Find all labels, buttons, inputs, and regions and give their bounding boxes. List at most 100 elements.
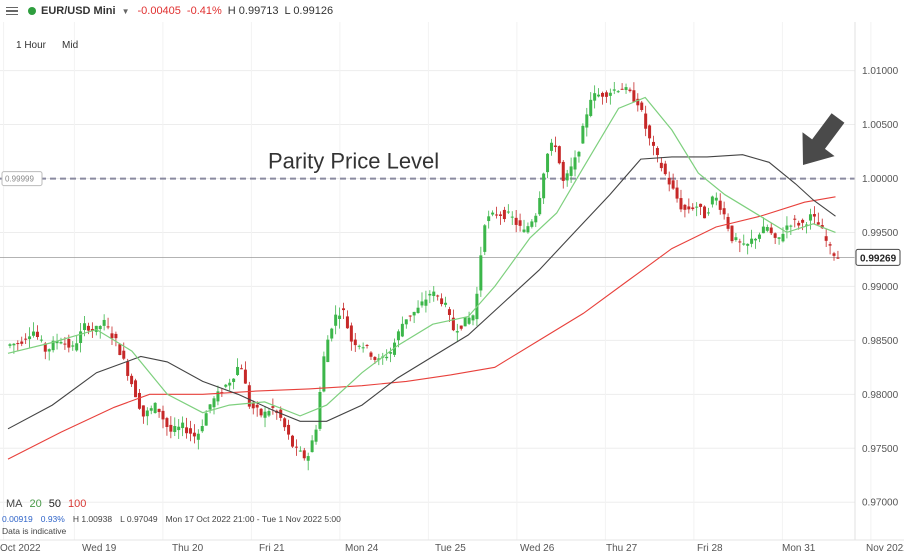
candle-91 [365, 344, 369, 349]
ma100-legend[interactable]: 100 [68, 498, 87, 510]
annotation-arrow [802, 113, 845, 165]
candle-86 [345, 310, 349, 329]
candle-145 [577, 150, 581, 163]
candle-134 [534, 213, 538, 228]
candle-80 [322, 351, 326, 393]
x-tick-label-0: Oct 2022 [0, 543, 41, 554]
candle-31 [130, 373, 134, 387]
candle-133 [530, 219, 534, 229]
candle-173 [687, 198, 691, 214]
candle-191 [757, 232, 761, 243]
y-tick-label-5: 0.98500 [862, 336, 899, 347]
candle-136 [542, 172, 546, 204]
candle-142 [565, 169, 569, 187]
candle-60 [243, 361, 247, 384]
candle-116 [463, 317, 467, 327]
x-tick-label-2: Thu 20 [172, 543, 204, 554]
candle-169 [671, 173, 675, 190]
market-status-icon [28, 7, 36, 15]
candle-96 [385, 349, 389, 361]
candle-92 [369, 351, 373, 360]
candle-70 [283, 417, 287, 431]
candle-172 [683, 203, 687, 218]
candle-66 [267, 407, 271, 418]
chevron-down-icon[interactable]: ▼ [121, 6, 130, 16]
candle-184 [730, 225, 734, 244]
x-tick-label-5: Tue 25 [435, 543, 466, 554]
candle-59 [239, 364, 243, 370]
price-change-percent: -0.41% [186, 5, 222, 17]
current-price-tag: 0.99269 [855, 248, 901, 266]
ma-label: MA [6, 498, 23, 510]
x-tick-label-4: Mon 24 [345, 543, 379, 554]
candle-128 [510, 211, 514, 225]
candle-152 [604, 90, 608, 103]
y-tick-label-1: 1.00500 [862, 120, 899, 131]
candle-118 [471, 314, 475, 326]
parity-axis-tag: 0.99999 [1, 171, 43, 187]
candle-109 [436, 294, 440, 301]
candle-199 [789, 224, 793, 235]
hamburger-menu-icon[interactable] [6, 6, 18, 16]
candle-140 [557, 145, 561, 165]
candle-177 [703, 205, 707, 219]
candle-81 [326, 335, 330, 363]
candle-135 [538, 191, 542, 216]
candle-156 [620, 83, 624, 90]
candle-155 [616, 90, 620, 94]
instrument-symbol[interactable]: EUR/USD Mini [41, 5, 116, 17]
candle-153 [608, 88, 612, 105]
candle-13 [59, 337, 63, 345]
candle-61 [247, 381, 251, 409]
candle-127 [506, 204, 510, 214]
candle-36 [149, 405, 153, 415]
candle-132 [526, 222, 530, 234]
interval-button[interactable]: 1 Hour [16, 40, 47, 51]
candle-211 [836, 250, 840, 259]
candle-16 [71, 341, 75, 351]
candle-110 [440, 293, 444, 307]
candle-89 [357, 344, 361, 350]
candle-146 [581, 123, 585, 145]
candle-40 [165, 416, 169, 436]
candle-108 [432, 286, 436, 302]
candle-47 [192, 424, 196, 444]
candle-131 [522, 219, 526, 234]
candle-58 [236, 358, 240, 377]
candle-52 [212, 396, 216, 415]
candle-208 [824, 228, 828, 247]
x-tick-label-7: Thu 27 [606, 543, 638, 554]
candle-84 [338, 307, 342, 329]
candle-55 [224, 383, 228, 389]
candle-49 [200, 419, 204, 433]
ma50-legend[interactable]: 50 [48, 498, 61, 510]
stat-change: 0.00919 [2, 514, 33, 524]
candle-18 [79, 323, 83, 353]
price-change: -0.00405 [137, 5, 181, 17]
candle-161 [640, 100, 644, 112]
candle-179 [710, 195, 714, 208]
candle-74 [298, 446, 302, 452]
candle-158 [628, 87, 632, 93]
ma20-legend[interactable]: 20 [29, 498, 42, 510]
candle-120 [479, 246, 483, 297]
y-tick-label-3: 0.99500 [862, 228, 899, 239]
candle-97 [389, 347, 393, 363]
candle-183 [726, 213, 730, 232]
candle-164 [652, 135, 656, 156]
candle-115 [459, 325, 463, 331]
y-tick-label-6: 0.98000 [862, 390, 899, 401]
candle-90 [361, 342, 365, 353]
candle-196 [777, 237, 781, 245]
candle-95 [381, 352, 385, 365]
timeframe-selector: 1 Hour Mid [16, 40, 78, 51]
candle-35 [145, 407, 149, 426]
price-type-button[interactable]: Mid [62, 40, 79, 51]
range-low: L 0.97049 [120, 514, 158, 524]
candle-166 [659, 157, 663, 172]
candle-53 [216, 385, 220, 406]
candle-83 [334, 305, 338, 335]
candle-188 [746, 243, 750, 255]
candle-17 [75, 336, 79, 352]
